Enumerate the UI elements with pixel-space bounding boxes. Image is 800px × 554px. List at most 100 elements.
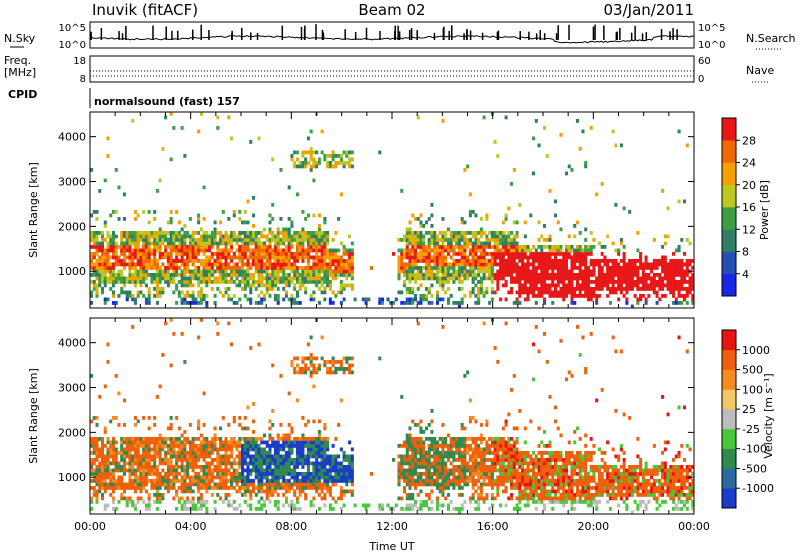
velocity-cell <box>342 468 346 473</box>
power-cell <box>221 273 225 277</box>
power-cell <box>150 259 154 263</box>
power-cell <box>575 220 579 225</box>
power-cell <box>562 297 566 302</box>
power-cell <box>438 266 442 270</box>
power-cell <box>691 301 695 305</box>
velocity-cell <box>232 461 236 466</box>
power-cell <box>271 231 275 235</box>
power-cell <box>183 231 187 235</box>
power-cell <box>466 245 470 249</box>
velocity-cell <box>158 451 162 455</box>
power-cell <box>334 248 338 253</box>
power-cell <box>488 245 492 249</box>
velocity-cell <box>397 496 401 501</box>
power-cell <box>290 294 294 298</box>
power-cell <box>663 255 667 260</box>
power-cell <box>381 297 385 302</box>
power-cell <box>295 157 299 162</box>
power-cell <box>309 241 313 246</box>
power-cell <box>567 255 571 260</box>
velocity-cell <box>114 451 118 455</box>
power-cell <box>230 276 234 281</box>
power-cell <box>95 241 99 246</box>
velocity-cell <box>328 367 332 371</box>
power-cell <box>411 245 415 249</box>
velocity-cell <box>186 500 190 504</box>
power-cell <box>262 241 267 246</box>
power-cell <box>348 161 352 165</box>
power-cell <box>438 297 442 302</box>
power-cell <box>186 231 190 235</box>
power-cell <box>499 297 503 302</box>
power-cell <box>589 262 593 267</box>
power-cell <box>183 234 187 239</box>
power-cell <box>246 245 250 249</box>
velocity-cell <box>309 440 313 445</box>
velocity-cell <box>147 496 151 501</box>
power-cell <box>622 262 626 267</box>
power-cell <box>466 241 470 246</box>
velocity-cell <box>186 468 190 473</box>
power-cell <box>284 231 288 235</box>
power-cell <box>597 273 601 277</box>
velocity-cell <box>219 496 223 501</box>
power-cell <box>284 248 288 253</box>
power-cell <box>210 245 214 249</box>
power-cell <box>95 210 99 214</box>
power-cell <box>408 241 412 246</box>
velocity-cell <box>290 507 294 511</box>
power-cell <box>578 255 582 260</box>
power-cell <box>312 150 316 155</box>
velocity-cell <box>136 444 140 448</box>
power-cell <box>427 290 431 295</box>
power-cell <box>553 283 558 288</box>
power-cell <box>257 280 261 284</box>
velocity-cell <box>144 489 148 494</box>
velocity-cell <box>169 363 173 368</box>
power-cell <box>210 252 214 256</box>
power-cell <box>515 273 519 277</box>
power-cell <box>345 262 349 267</box>
power-cell <box>559 259 563 263</box>
velocity-cell <box>153 458 157 462</box>
velocity-cell <box>416 437 420 441</box>
power-cell <box>639 252 643 256</box>
velocity-cell <box>142 468 146 473</box>
velocity-cell <box>169 482 173 487</box>
power-cell <box>172 238 176 242</box>
power-cell <box>257 301 261 305</box>
power-cell <box>471 245 475 249</box>
velocity-cell <box>180 454 184 459</box>
velocity-cell <box>249 440 253 445</box>
power-cell <box>652 290 656 295</box>
velocity-cell <box>136 454 140 459</box>
power-cell <box>435 245 439 249</box>
velocity-cell <box>219 447 223 452</box>
velocity-cell <box>405 454 409 459</box>
power-cell <box>474 241 478 246</box>
velocity-cell <box>402 468 407 473</box>
velocity-cell <box>120 468 124 473</box>
velocity-cell <box>350 363 354 368</box>
power-cell <box>444 276 448 281</box>
power-cell <box>485 266 489 270</box>
power-cell <box>161 290 165 295</box>
velocity-cell <box>194 465 198 469</box>
velocity-cell <box>213 433 217 438</box>
power-cell <box>433 262 437 267</box>
power-cell <box>180 126 184 130</box>
power-cell <box>260 297 264 302</box>
power-cell <box>147 210 151 214</box>
power-cell <box>290 276 294 281</box>
power-cell <box>249 301 253 305</box>
velocity-cell <box>405 507 409 511</box>
velocity-cell <box>175 468 179 473</box>
power-cell <box>523 290 527 295</box>
velocity-cell <box>328 479 332 483</box>
velocity-cell <box>191 465 195 469</box>
power-cell <box>323 269 327 274</box>
power-cell <box>175 234 179 239</box>
velocity-cell <box>131 479 135 483</box>
power-cell <box>523 273 527 277</box>
power-cell <box>342 273 346 277</box>
